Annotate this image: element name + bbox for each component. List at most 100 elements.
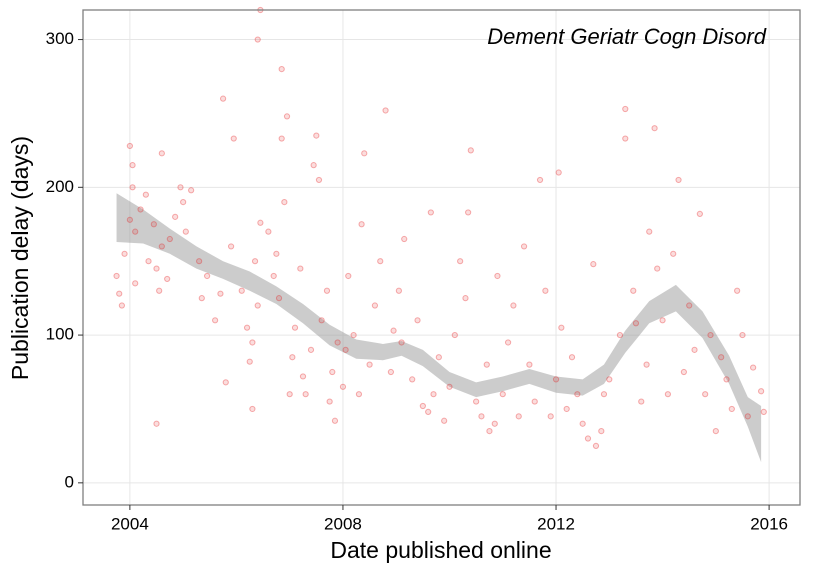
point: [494, 272, 501, 280]
point: [204, 272, 211, 280]
point: [462, 295, 469, 302]
point: [491, 420, 498, 427]
point: [606, 376, 613, 383]
point: [219, 95, 227, 102]
point: [478, 413, 485, 420]
point: [145, 258, 152, 265]
point: [734, 287, 741, 294]
point: [307, 346, 315, 353]
smooth-ribbon: [116, 193, 762, 463]
point: [414, 317, 421, 324]
point: [382, 107, 389, 114]
point: [592, 442, 600, 449]
point: [166, 235, 173, 243]
point: [728, 405, 735, 413]
point: [664, 391, 671, 398]
point: [427, 209, 434, 216]
point: [446, 383, 453, 390]
point: [275, 295, 283, 302]
point: [425, 408, 432, 416]
point: [331, 417, 339, 424]
grid: [83, 10, 800, 505]
point: [563, 405, 570, 413]
y-tick-label: 0: [65, 472, 74, 491]
point: [451, 331, 458, 339]
point: [707, 331, 714, 339]
point: [555, 169, 562, 176]
point: [371, 302, 379, 309]
point: [129, 184, 136, 191]
point: [291, 324, 299, 331]
point: [299, 373, 307, 380]
point: [361, 150, 368, 157]
point: [323, 287, 331, 294]
point: [249, 339, 256, 346]
point: [129, 162, 136, 169]
point: [739, 331, 746, 339]
point: [680, 368, 687, 376]
x-tick-label: 2008: [324, 514, 362, 533]
point: [251, 258, 259, 265]
point: [483, 361, 490, 368]
point: [339, 383, 347, 390]
point: [342, 346, 349, 353]
point: [273, 250, 280, 257]
point: [584, 435, 592, 442]
point: [318, 317, 325, 324]
point: [249, 405, 256, 413]
point: [536, 176, 544, 184]
point: [630, 287, 637, 294]
point: [409, 376, 416, 383]
point: [116, 290, 123, 297]
x-tick-label: 2012: [537, 514, 575, 533]
point: [600, 391, 608, 398]
point: [198, 295, 205, 302]
point: [486, 428, 493, 435]
point: [132, 280, 139, 287]
x-tick-label: 2016: [750, 514, 788, 533]
point: [696, 210, 703, 218]
x-axis-title: Date published online: [330, 537, 551, 563]
point: [180, 198, 187, 206]
point: [760, 408, 767, 416]
point: [552, 376, 560, 383]
panel-border: [82, 9, 801, 506]
point: [270, 272, 277, 280]
point: [158, 150, 165, 157]
point: [334, 339, 341, 346]
point: [558, 324, 565, 331]
point: [435, 354, 442, 361]
point: [243, 324, 251, 331]
point: [126, 142, 133, 150]
point: [313, 132, 320, 139]
point: [467, 147, 474, 154]
point: [137, 206, 144, 213]
point: [230, 135, 237, 142]
point: [217, 290, 224, 297]
point: [278, 135, 285, 142]
point: [153, 265, 160, 272]
point: [419, 402, 426, 410]
point: [142, 191, 149, 198]
point: [153, 420, 160, 427]
point: [126, 216, 133, 223]
point: [531, 398, 538, 405]
point: [182, 228, 189, 235]
point: [387, 368, 394, 376]
point: [238, 287, 245, 294]
point: [222, 379, 229, 386]
point: [345, 272, 352, 280]
point: [390, 327, 397, 334]
point: [302, 391, 309, 398]
point: [265, 228, 272, 235]
point: [712, 428, 719, 435]
x-tick-label: 2004: [111, 514, 149, 533]
point: [257, 219, 264, 226]
point: [691, 346, 698, 353]
point: [723, 376, 730, 383]
point: [281, 198, 288, 206]
y-tick-label: 200: [46, 177, 74, 196]
point: [465, 209, 472, 216]
y-tick-label: 100: [46, 325, 74, 344]
point: [289, 354, 296, 361]
